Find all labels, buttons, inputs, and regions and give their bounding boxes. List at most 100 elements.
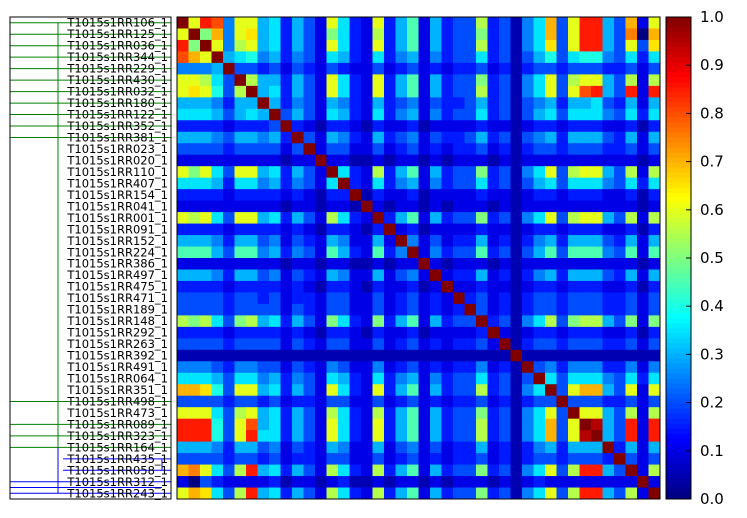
heatmap-cell: [338, 453, 350, 465]
heatmap-cell: [211, 258, 224, 270]
heatmap-cell: [280, 200, 293, 213]
heatmap-cell: [338, 280, 350, 293]
heatmap-cell: [234, 349, 247, 362]
heatmap-cell: [223, 441, 235, 454]
heatmap-cell: [326, 223, 339, 236]
heatmap-cell: [326, 28, 339, 41]
heatmap-cell: [372, 223, 385, 236]
heatmap-cell: [579, 108, 592, 121]
heatmap-cell: [430, 349, 442, 362]
heatmap-cell: [522, 120, 534, 133]
heatmap-cell: [625, 349, 638, 362]
colorbar-segment: [666, 232, 691, 239]
heatmap-cell: [315, 430, 327, 443]
heatmap-cell: [223, 177, 235, 190]
heatmap-cell: [441, 108, 454, 121]
heatmap-cell: [499, 315, 511, 328]
heatmap-cell: [234, 235, 247, 247]
heatmap-cell: [223, 361, 235, 374]
heatmap-cell: [188, 476, 201, 488]
colorbar-segment: [666, 92, 691, 98]
heatmap-cell: [246, 200, 258, 213]
heatmap-cell: [326, 464, 339, 477]
heatmap-cell: [384, 280, 396, 293]
heatmap-cell: [349, 476, 362, 488]
heatmap-cell: [257, 361, 270, 374]
heatmap-cell: [292, 326, 304, 339]
heatmap-cell: [591, 361, 603, 374]
heatmap-cell: [338, 39, 350, 52]
heatmap-cell: [648, 315, 661, 328]
heatmap-cell: [637, 315, 649, 328]
heatmap-cell: [614, 315, 626, 328]
heatmap-cell: [453, 476, 465, 488]
heatmap-cell: [395, 97, 408, 110]
colorbar-segment: [666, 483, 691, 490]
heatmap-cell: [568, 372, 580, 385]
heatmap-cell: [407, 269, 419, 282]
heatmap-cell: [349, 384, 362, 397]
heatmap-cell: [487, 143, 500, 156]
heatmap-cell: [200, 74, 212, 87]
heatmap-cell: [545, 280, 557, 293]
heatmap-cell: [349, 258, 362, 270]
heatmap-cell: [568, 315, 580, 328]
heatmap-cell: [372, 338, 385, 351]
heatmap-cell: [648, 361, 661, 374]
heatmap-cell: [441, 418, 454, 431]
heatmap-cell: [326, 441, 339, 454]
heatmap-cell: [614, 166, 626, 179]
heatmap-cell: [499, 212, 511, 224]
heatmap-cell: [200, 303, 212, 316]
heatmap-cell: [522, 326, 534, 339]
heatmap-cell: [545, 292, 557, 305]
heatmap-cell: [430, 280, 442, 293]
heatmap-cell: [522, 223, 534, 236]
heatmap-cell: [418, 418, 431, 431]
heatmap-cell: [418, 212, 431, 224]
heatmap-cell: [568, 464, 580, 477]
heatmap-cell: [545, 349, 557, 362]
heatmap-cell: [223, 120, 235, 133]
heatmap-cell: [234, 200, 247, 213]
colorbar: [666, 17, 691, 500]
heatmap-cell: [625, 39, 638, 52]
heatmap-cell: [384, 349, 396, 362]
heatmap-cell: [292, 212, 304, 224]
heatmap-cell: [579, 349, 592, 362]
heatmap-cell: [223, 487, 235, 500]
heatmap-cell: [223, 108, 235, 121]
colorbar-tick-label: 0.7: [700, 153, 724, 171]
heatmap-cell: [602, 292, 615, 305]
heatmap-cell: [441, 246, 454, 259]
heatmap-cell: [315, 235, 327, 247]
heatmap-cell: [418, 235, 431, 247]
heatmap: [177, 17, 661, 500]
heatmap-cell: [177, 28, 189, 41]
colorbar-segment: [666, 463, 691, 470]
heatmap-cell: [487, 280, 500, 293]
heatmap-cell: [326, 338, 339, 351]
heatmap-cell: [499, 39, 511, 52]
heatmap-cell: [246, 143, 258, 156]
heatmap-cell: [591, 338, 603, 351]
heatmap-cell: [257, 235, 270, 247]
heatmap-cell: [545, 384, 557, 397]
colorbar-tick-label: 0.9: [700, 56, 724, 74]
heatmap-cell: [487, 487, 500, 500]
heatmap-cell: [372, 418, 385, 431]
dendrogram-frame: [9, 16, 172, 500]
heatmap-cell: [614, 85, 626, 98]
heatmap-cell: [637, 120, 649, 133]
heatmap-cell: [568, 292, 580, 305]
heatmap-cell: [453, 430, 465, 443]
heatmap-cell: [349, 418, 362, 431]
colorbar-segment: [666, 298, 691, 304]
heatmap-cell: [464, 269, 477, 282]
heatmap-cell: [269, 74, 281, 87]
heatmap-cell: [648, 372, 661, 385]
heatmap-cell: [223, 212, 235, 224]
heatmap-cell: [211, 441, 224, 454]
heatmap-cell: [200, 430, 212, 443]
heatmap-cell: [211, 131, 224, 144]
